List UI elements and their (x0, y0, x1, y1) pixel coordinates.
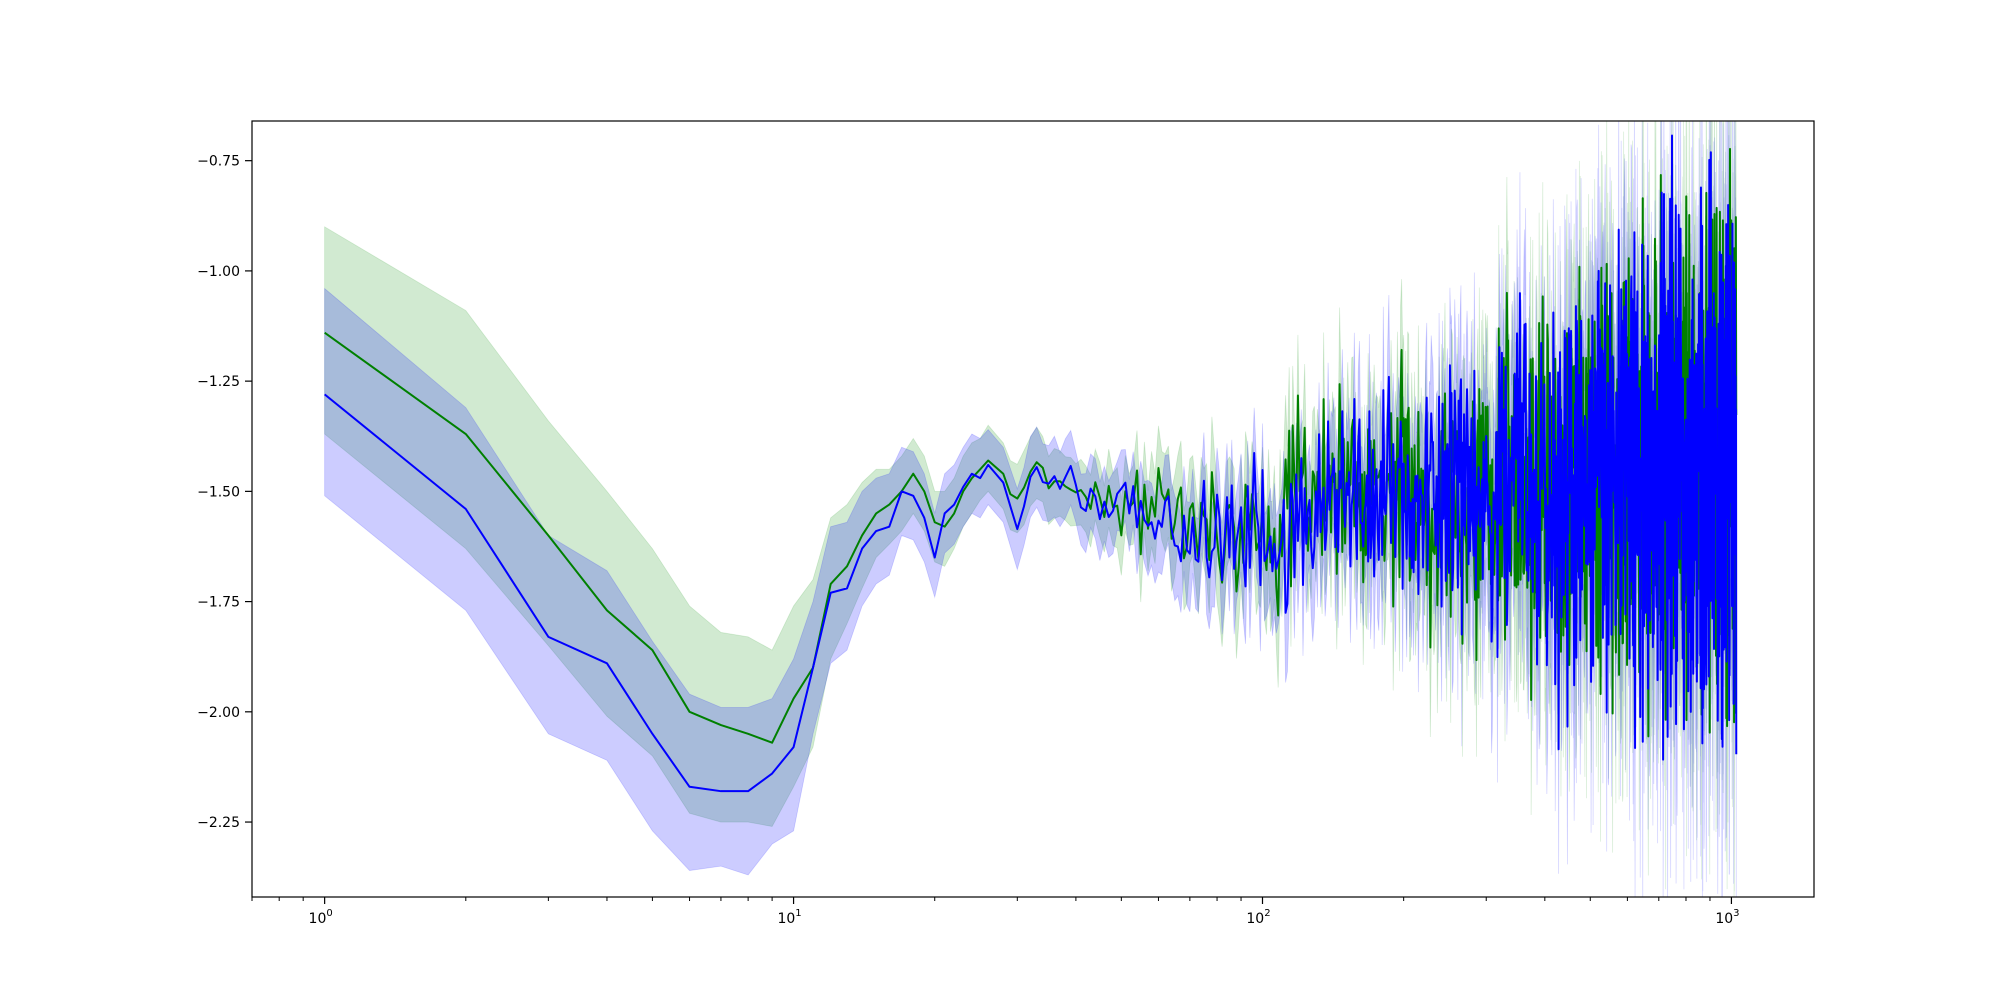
x-tick-label: 101 (777, 908, 801, 927)
series-2-line (324, 134, 1738, 793)
x-tick-label: 100 (309, 908, 333, 927)
x-tick-label: 103 (1715, 908, 1739, 927)
y-tick-label: −2.00 (197, 705, 240, 721)
y-tick-label: −1.00 (197, 264, 240, 280)
y-tick-label: −0.75 (197, 154, 240, 170)
y-tick-label: −1.25 (197, 374, 240, 390)
y-tick-label: −1.75 (197, 595, 240, 611)
y-tick-label: −1.50 (197, 484, 240, 500)
series-2-confidence-band (324, 121, 1737, 897)
y-axis: −0.75 −1.00 −1.25 −1.50 −1.75 −2.00 −2.25 (197, 154, 252, 831)
x-tick-label: 102 (1246, 908, 1270, 927)
y-tick-label: −2.25 (197, 815, 240, 831)
plot-frame (251, 120, 1815, 898)
series-layer (324, 121, 1738, 897)
x-axis: 100 101 102 103 (251, 897, 1740, 927)
